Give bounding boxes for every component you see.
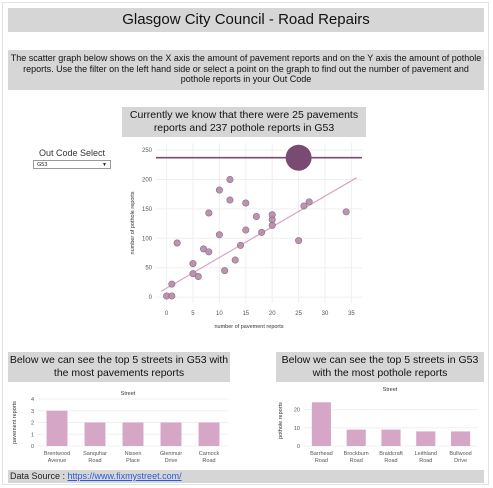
footer: Data Source : https://www.fixmystreet.co… (8, 470, 484, 483)
status-summary: Currently we know that there were 25 pav… (122, 107, 366, 137)
chevron-down-icon: ▼ (102, 162, 107, 168)
page-frame (2, 2, 489, 485)
pothole-banner: Below we can see the top 5 streets in G5… (276, 352, 484, 382)
outcode-select[interactable]: G53 ▼ (33, 160, 111, 169)
outcode-select-value: G53 (37, 162, 48, 168)
intro-text: The scatter graph below shows on the X a… (8, 50, 484, 90)
filter-label: Out Code Select (38, 148, 106, 158)
data-source-link[interactable]: https://www.fixmystreet.com/ (67, 471, 182, 481)
pavement-banner: Below we can see the top 5 streets in G5… (8, 352, 230, 382)
page-title: Glasgow City Council - Road Repairs (8, 8, 484, 32)
footer-label: Data Source : (10, 471, 66, 481)
